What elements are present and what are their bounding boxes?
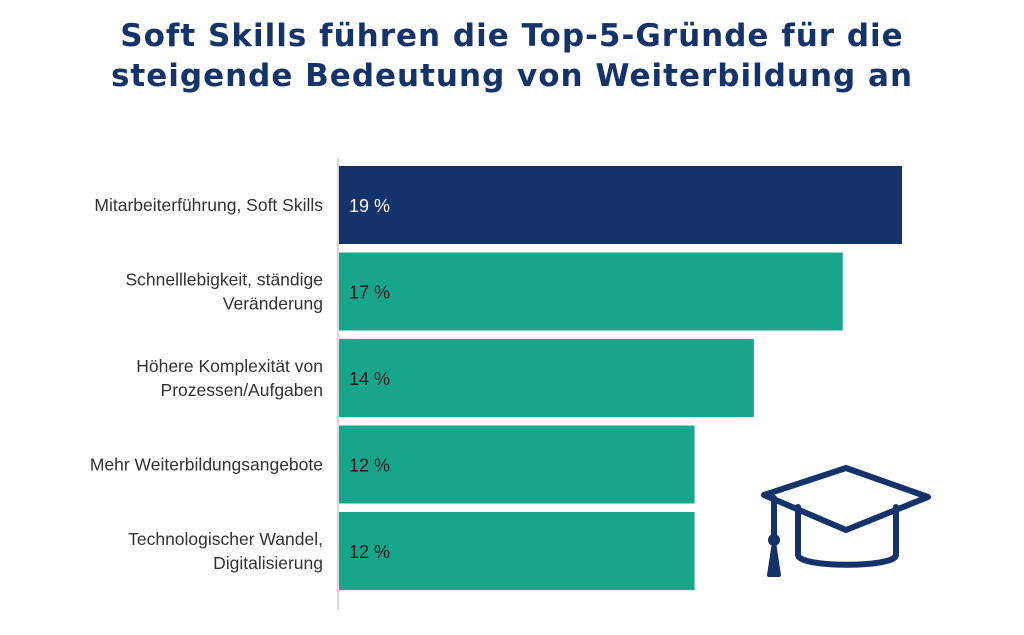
bar-3 bbox=[339, 339, 754, 417]
chart-title-line-1: Soft Skills führen die Top-5-Gründe für … bbox=[120, 18, 904, 54]
bar-value-label-5: 12 % bbox=[349, 542, 390, 562]
bars-layer: 19 % Mitarbeiterführung, Soft Skills 17 % S… bbox=[90, 166, 902, 590]
chart-title: Soft Skills führen die Top-5-Gründe für … bbox=[0, 16, 1024, 96]
category-label-3-line-1: Höhere Komplexität von bbox=[136, 356, 323, 376]
category-label-5-line-2: Digitalisierung bbox=[213, 553, 323, 573]
bar-1 bbox=[339, 166, 902, 244]
bar-value-label-3: 14 % bbox=[349, 369, 390, 389]
bar-value-label-4: 12 % bbox=[349, 456, 390, 476]
category-label-5-line-1: Technologischer Wandel, bbox=[128, 529, 323, 549]
category-label-4: Mehr Weiterbildungsangebote bbox=[90, 455, 323, 475]
bar-value-label-2: 17 % bbox=[349, 283, 390, 303]
category-label-2-line-2: Veränderung bbox=[223, 294, 323, 314]
bar-value-label-1: 19 % bbox=[349, 196, 390, 216]
chart-title-line-2: steigende Bedeutung von Weiterbildung an bbox=[110, 58, 914, 94]
category-label-3-line-2: Prozessen/Aufgaben bbox=[161, 380, 323, 400]
bar-4 bbox=[339, 425, 695, 504]
bar-5 bbox=[339, 512, 695, 590]
graduation-cap-icon bbox=[761, 465, 931, 577]
category-label-2-line-1: Schnelllebigkeit, ständige bbox=[126, 270, 324, 290]
bar-2 bbox=[339, 252, 843, 331]
category-label-1: Mitarbeiterführung, Soft Skills bbox=[94, 195, 323, 215]
